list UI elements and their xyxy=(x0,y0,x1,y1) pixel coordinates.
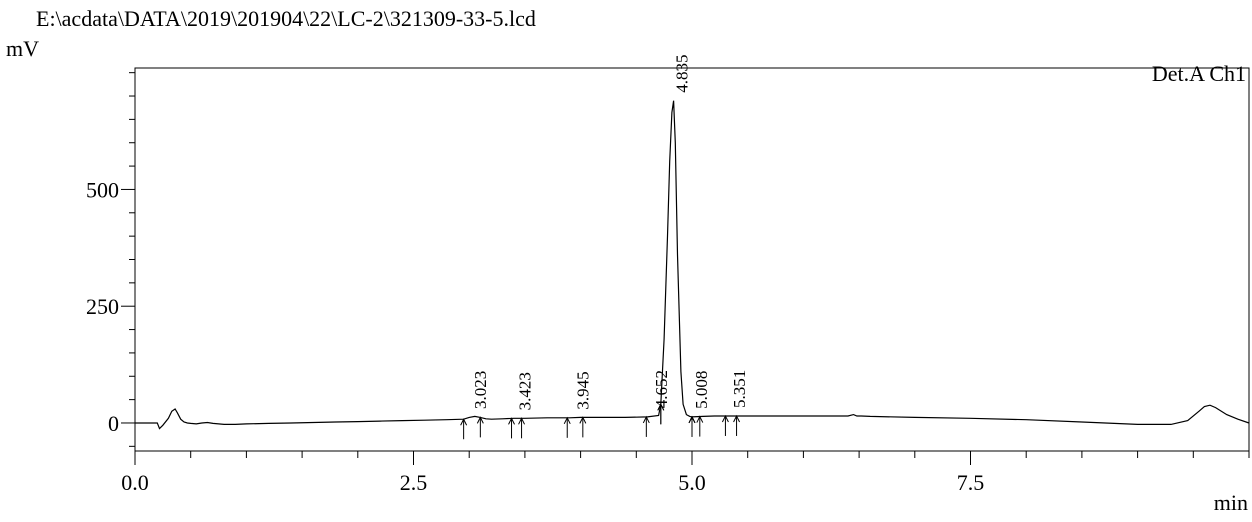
peak-rt-label: 3.023 xyxy=(471,371,490,409)
peak-rt-label: 3.423 xyxy=(515,372,534,410)
y-tick-label: 250 xyxy=(86,294,119,319)
peak-marker-arrow xyxy=(518,417,526,425)
peak-marker-arrow xyxy=(696,415,704,423)
peak-marker-arrow xyxy=(721,414,729,423)
chromatogram-trace xyxy=(135,100,1250,430)
peak-rt-label: 5.351 xyxy=(730,370,749,408)
peak-marker-arrow xyxy=(476,416,484,424)
peak-rt-label: 3.945 xyxy=(573,371,592,409)
peak-marker-arrow xyxy=(642,415,650,424)
peak-marker-arrow xyxy=(508,417,515,425)
peak-marker-arrow xyxy=(688,415,696,424)
y-tick-label: 0 xyxy=(108,411,119,436)
x-axis-unit-label: min xyxy=(1213,490,1248,515)
x-tick-label: 0.0 xyxy=(121,470,149,495)
peak-marker-arrow xyxy=(579,416,587,424)
peak-marker-arrow xyxy=(657,403,665,411)
x-tick-label: 7.5 xyxy=(957,470,985,495)
peak-marker-arrow xyxy=(733,414,741,423)
peak-rt-label: 4.652 xyxy=(652,370,671,408)
peak-marker-arrow xyxy=(563,416,571,425)
peak-rt-label: 5.008 xyxy=(692,371,711,409)
trace-layer xyxy=(135,100,1250,430)
x-tick-label: 5.0 xyxy=(678,470,706,495)
x-tick-label: 2.5 xyxy=(400,470,428,495)
file-path-title: E:\acdata\DATA\2019\201904\22\LC-2\32130… xyxy=(36,6,536,31)
channel-label: Det.A Ch1 xyxy=(1152,61,1246,86)
y-axis-unit-label: mV xyxy=(6,36,39,61)
peak-marker-arrow xyxy=(460,418,468,426)
peak-rt-label: 4.835 xyxy=(673,54,692,92)
y-tick-label: 500 xyxy=(86,177,119,202)
axes-group: 0 250 500 0.0 2.5 5.0 7.5 xyxy=(86,67,1250,495)
peak-markers: 3.023 3.423 3.945 4.652 4.835 5.008 5.351 xyxy=(460,54,749,440)
